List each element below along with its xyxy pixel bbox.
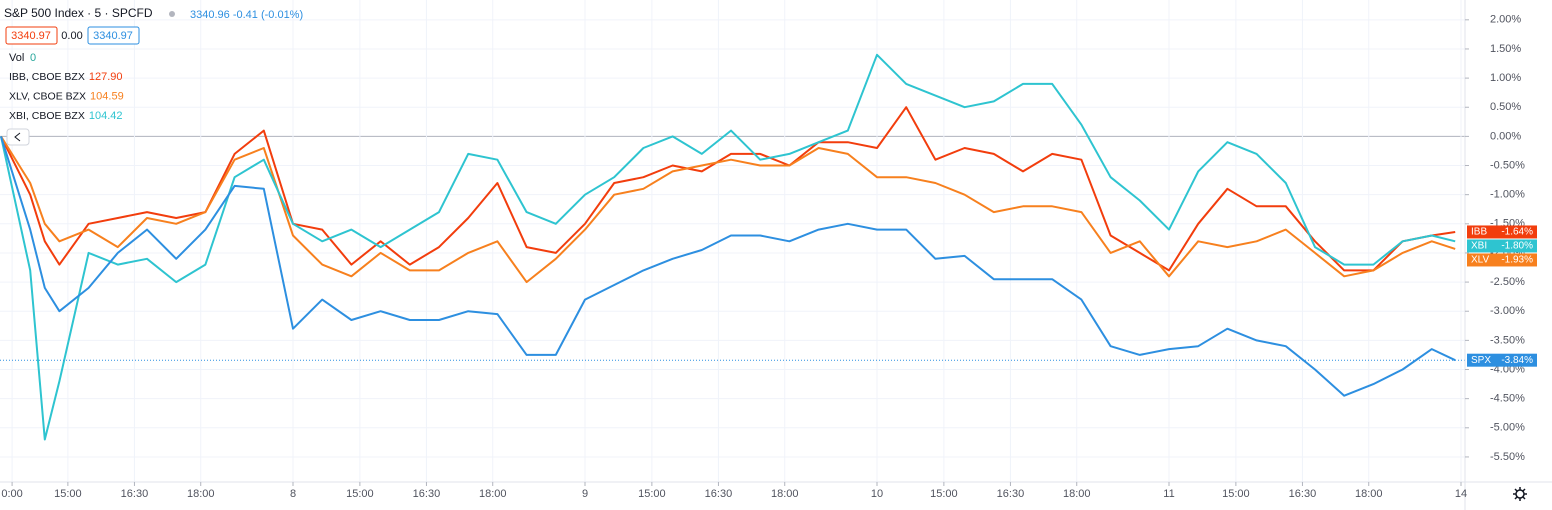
line-layer bbox=[0, 53, 1465, 441]
grid-layer bbox=[0, 0, 1465, 482]
x-tick-label: 8 bbox=[290, 488, 296, 500]
y-tick-label: 1.50% bbox=[1490, 43, 1521, 55]
volume-label: Vol bbox=[9, 52, 24, 64]
x-tick-label: 18:00 bbox=[479, 488, 507, 500]
x-tick-label: 16:30 bbox=[413, 488, 441, 500]
x-tick-label: 16:30 bbox=[1289, 488, 1317, 500]
badge-value: -1.93% bbox=[1501, 255, 1533, 266]
spread: 0.00 bbox=[61, 30, 82, 42]
y-tick-label: 0.00% bbox=[1490, 130, 1521, 142]
gear-ring bbox=[1515, 489, 1525, 499]
badge-symbol: IBB bbox=[1471, 227, 1487, 238]
x-tick-label: 0:00 bbox=[1, 488, 22, 500]
x-tick-label: 15:00 bbox=[54, 488, 82, 500]
volume: 0 bbox=[30, 52, 36, 64]
collapse-icon bbox=[14, 132, 21, 142]
quote: 3340.96 -0.41 (-0.01%) bbox=[190, 9, 303, 21]
series-line bbox=[0, 53, 1456, 441]
collapse-button[interactable] bbox=[6, 128, 30, 146]
badge-symbol: XBI bbox=[1471, 241, 1487, 252]
settings-button[interactable] bbox=[1513, 487, 1527, 501]
x-tick-label: 15:00 bbox=[930, 488, 958, 500]
x-tick-label: 14 bbox=[1455, 488, 1467, 500]
x-tick-label: 16:30 bbox=[121, 488, 149, 500]
badge-symbol: XLV bbox=[1471, 255, 1489, 266]
y-tick-label: -3.00% bbox=[1490, 305, 1525, 317]
x-tick-label: 11 bbox=[1163, 488, 1174, 500]
x-tick-label: 16:30 bbox=[997, 488, 1025, 500]
x-tick-label: 18:00 bbox=[187, 488, 215, 500]
status-dot bbox=[169, 11, 175, 17]
legend-price: 127.90 bbox=[89, 71, 123, 83]
series-line bbox=[0, 135, 1456, 284]
x-tick-label: 10 bbox=[871, 488, 883, 500]
x-tick-label: 15:00 bbox=[346, 488, 374, 500]
badge-value: -3.84% bbox=[1501, 355, 1533, 366]
x-tick-label: 18:00 bbox=[771, 488, 799, 500]
legend-name: IBB, CBOE BZX bbox=[9, 71, 85, 83]
x-tick-label: 16:30 bbox=[705, 488, 733, 500]
y-tick-label: 1.00% bbox=[1490, 72, 1521, 84]
last-value-badge bbox=[1467, 239, 1537, 253]
legend-price: 104.59 bbox=[90, 90, 124, 102]
gear-teeth bbox=[1513, 487, 1527, 501]
x-tick-label: 18:00 bbox=[1355, 488, 1383, 500]
y-tick-label: 0.50% bbox=[1490, 101, 1521, 113]
y-tick-label: -0.50% bbox=[1490, 159, 1525, 171]
y-tick-label: -3.50% bbox=[1490, 334, 1525, 346]
bid-box[interactable] bbox=[5, 26, 58, 45]
y-tick-label: -5.00% bbox=[1490, 422, 1525, 434]
last-value-badge bbox=[1467, 253, 1537, 267]
badge-value: -1.80% bbox=[1501, 241, 1533, 252]
series-line bbox=[0, 136, 1456, 397]
ask: 3340.97 bbox=[93, 30, 133, 42]
legend-name: XBI, CBOE BZX bbox=[9, 110, 85, 122]
bid: 3340.97 bbox=[11, 30, 51, 42]
legend-price: 104.42 bbox=[89, 110, 123, 122]
y-tick-label: -5.50% bbox=[1490, 451, 1525, 463]
legend: S&P 500 Index · 5 · SPCFD 3340.96 -0.41 … bbox=[4, 6, 303, 146]
x-tick-label: 18:00 bbox=[1063, 488, 1091, 500]
y-tick-label: -2.50% bbox=[1490, 276, 1525, 288]
badge-value: -1.64% bbox=[1501, 227, 1533, 238]
x-tick-label: 15:00 bbox=[638, 488, 666, 500]
y-tick-label: 2.00% bbox=[1490, 14, 1521, 26]
last-value-badge bbox=[1467, 353, 1537, 367]
legend-name: XLV, CBOE BZX bbox=[9, 90, 86, 102]
ask-box[interactable] bbox=[87, 26, 140, 45]
symbol-title: S&P 500 Index · 5 · SPCFD bbox=[4, 6, 153, 20]
badge-symbol: SPX bbox=[1471, 355, 1491, 366]
axis-layer: 2.00% 1.50% 1.00% 0.50% 0.00% -0.50% -1.00% -1.… bbox=[1, 14, 1537, 500]
y-tick-label: -1.00% bbox=[1490, 189, 1525, 201]
x-tick-label: 15:00 bbox=[1222, 488, 1250, 500]
x-tick-label: 9 bbox=[582, 488, 588, 500]
last-value-badge bbox=[1467, 225, 1537, 239]
y-tick-label: -4.50% bbox=[1490, 393, 1525, 405]
